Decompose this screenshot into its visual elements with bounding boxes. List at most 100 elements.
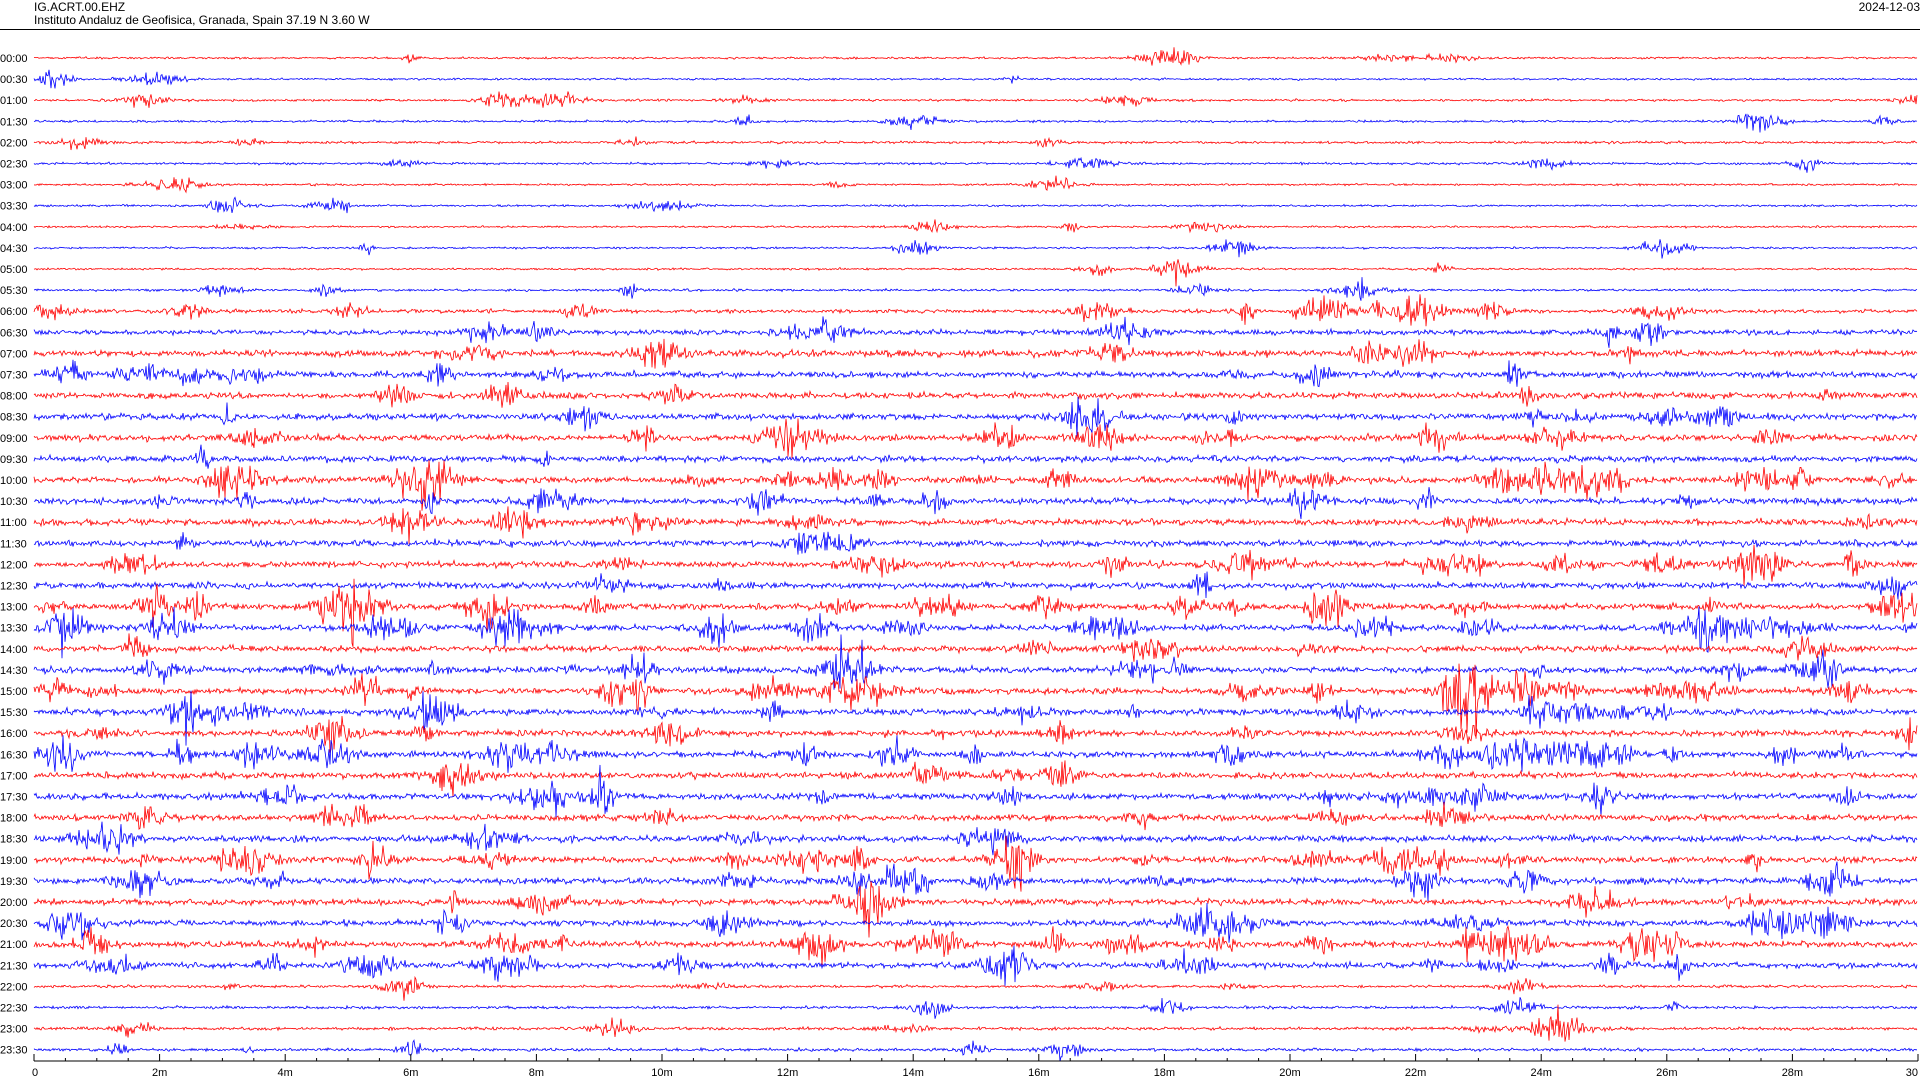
row-time-label: 04:00 <box>0 222 28 234</box>
traces-group <box>33 47 1918 1062</box>
seismic-trace-1500 <box>33 663 1918 739</box>
x-tick-label: 26m <box>1656 1067 1677 1079</box>
row-time-label: 18:30 <box>0 834 28 846</box>
row-time-label: 07:00 <box>0 348 28 360</box>
seismic-trace-1900 <box>33 835 1918 892</box>
row-time-label: 22:00 <box>0 981 28 993</box>
seismic-trace-2030 <box>33 903 1918 943</box>
seismic-trace-1030 <box>33 487 1918 520</box>
seismic-trace-0530 <box>33 277 1918 301</box>
row-time-label: 20:00 <box>0 897 28 909</box>
row-time-label: 17:00 <box>0 770 28 782</box>
seismic-trace-2330 <box>33 1039 1918 1062</box>
seismic-trace-0030 <box>33 69 1918 89</box>
x-tick-label: 2m <box>152 1067 167 1079</box>
row-time-label: 11:30 <box>0 538 27 550</box>
x-tick-label: 14m <box>902 1067 923 1079</box>
seismic-trace-2200 <box>33 975 1918 1001</box>
seismic-trace-1000 <box>33 460 1918 511</box>
seismic-trace-2230 <box>33 997 1918 1019</box>
row-time-label: 01:30 <box>0 116 28 128</box>
seismic-trace-1200 <box>33 544 1918 587</box>
seismic-trace-2100 <box>33 925 1918 966</box>
row-time-label: 08:30 <box>0 412 28 424</box>
row-time-label: 16:00 <box>0 728 28 740</box>
x-tick-label: 0 <box>32 1067 38 1079</box>
seismic-trace-1130 <box>33 531 1918 555</box>
x-tick-label: 18m <box>1154 1067 1175 1079</box>
institute-location: Instituto Andaluz de Geofisica, Granada,… <box>34 13 370 27</box>
seismic-trace-0830 <box>33 396 1918 438</box>
row-time-label: 16:30 <box>0 749 28 761</box>
seismic-trace-1800 <box>33 801 1918 831</box>
seismic-trace-1630 <box>33 735 1918 773</box>
row-time-label: 15:30 <box>0 707 28 719</box>
row-time-label: 00:30 <box>0 74 28 86</box>
row-time-label: 13:30 <box>0 623 28 635</box>
row-time-label: 09:30 <box>0 454 28 466</box>
row-time-label: 19:30 <box>0 876 28 888</box>
seismic-trace-1300 <box>33 578 1918 647</box>
seismic-trace-2300 <box>33 1004 1918 1042</box>
row-time-label: 03:00 <box>0 180 28 192</box>
x-tick-label: 24m <box>1530 1067 1551 1079</box>
seismic-trace-0430 <box>33 239 1918 259</box>
row-time-label: 08:00 <box>0 391 28 403</box>
x-tick-label: 8m <box>529 1067 544 1079</box>
seismic-trace-1830 <box>33 821 1918 856</box>
station-code: IG.ACRT.00.EHZ <box>34 0 126 14</box>
row-time-label: 23:00 <box>0 1024 28 1036</box>
row-time-label: 22:30 <box>0 1003 28 1015</box>
row-time-label: 21:00 <box>0 939 28 951</box>
row-time-label: 10:30 <box>0 496 28 508</box>
row-time-label: 20:30 <box>0 918 28 930</box>
seismic-trace-1600 <box>33 715 1918 753</box>
seismic-trace-1100 <box>33 506 1918 544</box>
x-tick-label: 20m <box>1279 1067 1300 1079</box>
row-time-label: 15:00 <box>0 686 28 698</box>
row-time-label: 01:00 <box>0 95 28 107</box>
row-time-label: 06:30 <box>0 327 28 339</box>
date-label: 2024-12-03 <box>1858 0 1920 14</box>
seismic-trace-0700 <box>33 338 1918 369</box>
seismic-trace-1400 <box>33 633 1918 662</box>
seismic-trace-1700 <box>33 760 1918 797</box>
x-tick-label: 10m <box>651 1067 672 1079</box>
row-time-label: 14:00 <box>0 644 28 656</box>
x-tick-label: 4m <box>278 1067 293 1079</box>
seismic-trace-0000 <box>33 47 1918 66</box>
seismic-trace-1330 <box>33 606 1918 659</box>
header-divider <box>0 29 1920 30</box>
seismic-trace-0130 <box>33 113 1918 133</box>
row-labels-group: 00:00 00:30 01:00 01:30 02:00 02:30 03:00 03:30… <box>0 53 28 1057</box>
row-time-label: 02:30 <box>0 159 28 171</box>
x-tick-label: 6m <box>403 1067 418 1079</box>
row-time-label: 02:00 <box>0 137 28 149</box>
seismic-trace-1230 <box>33 571 1918 600</box>
row-time-label: 13:00 <box>0 602 28 614</box>
row-time-label: 03:30 <box>0 201 28 213</box>
row-time-label: 12:00 <box>0 559 28 571</box>
seismic-trace-0230 <box>33 156 1918 173</box>
row-time-label: 18:00 <box>0 813 28 825</box>
row-time-label: 04:30 <box>0 243 28 255</box>
row-time-label: 21:30 <box>0 960 28 972</box>
row-time-label: 14:30 <box>0 665 28 677</box>
row-time-label: 19:00 <box>0 855 28 867</box>
row-time-label: 12:30 <box>0 581 28 593</box>
x-tick-label: 12m <box>777 1067 798 1079</box>
seismic-trace-2000 <box>33 881 1918 938</box>
x-tick-label: 28m <box>1782 1067 1803 1079</box>
row-time-label: 05:30 <box>0 285 28 297</box>
seismic-trace-0630 <box>33 316 1918 348</box>
seismic-trace-1930 <box>33 861 1918 902</box>
seismic-trace-0500 <box>33 259 1918 287</box>
x-tick-label: 30 <box>1906 1067 1918 1079</box>
row-time-label: 06:00 <box>0 306 28 318</box>
seismic-trace-1530 <box>33 690 1918 746</box>
x-tick-label: 22m <box>1405 1067 1426 1079</box>
seismic-trace-0900 <box>33 418 1918 460</box>
row-time-label: 10:00 <box>0 475 28 487</box>
seismic-trace-0200 <box>33 136 1918 151</box>
